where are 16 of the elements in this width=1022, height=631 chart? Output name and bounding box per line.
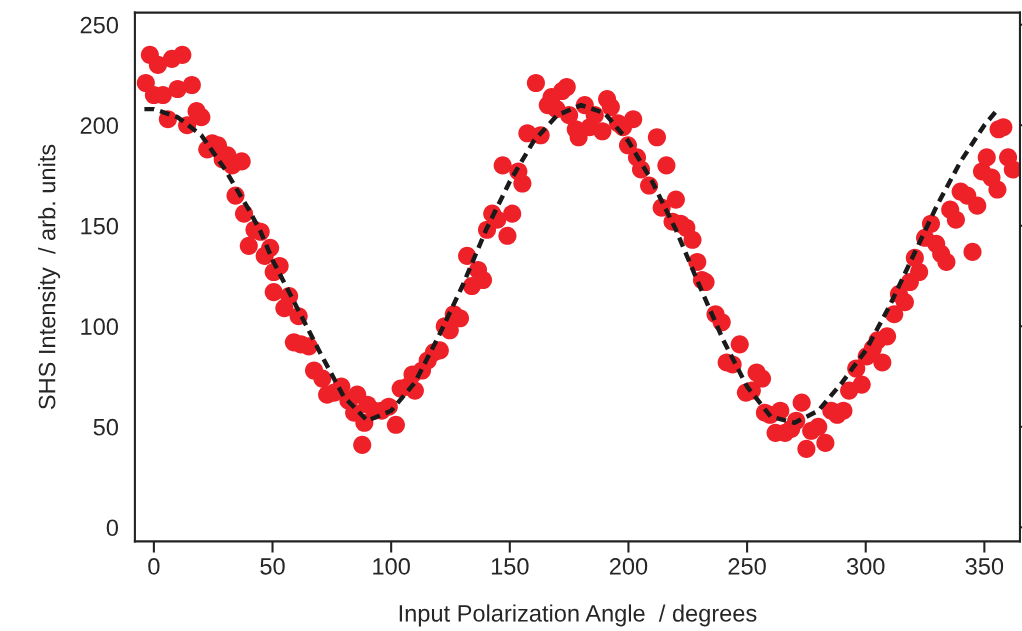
y-tick-label: 200: [80, 117, 119, 134]
y-tick-label: 150: [81, 217, 119, 235]
x-tick-label: 250: [728, 557, 766, 575]
x-tick-label: 200: [609, 557, 648, 575]
x-tick-label: 50: [260, 557, 285, 575]
y-tick-label: 50: [93, 418, 119, 436]
x-tick-label: 0: [148, 557, 160, 575]
y-axis-title: SHS Intensity / arb. units: [38, 144, 61, 410]
x-tick-label: 300: [846, 557, 885, 575]
x-tick-label: 350: [965, 557, 1004, 575]
x-tick-label: 150: [491, 557, 529, 575]
y-tick-label: 100: [81, 318, 119, 336]
y-tick-label: 250: [80, 16, 119, 34]
y-tick-label: 0: [106, 519, 119, 537]
x-tick-label: 100: [373, 557, 410, 575]
x-axis-title: Input Polarization Angle / degrees: [399, 604, 757, 627]
